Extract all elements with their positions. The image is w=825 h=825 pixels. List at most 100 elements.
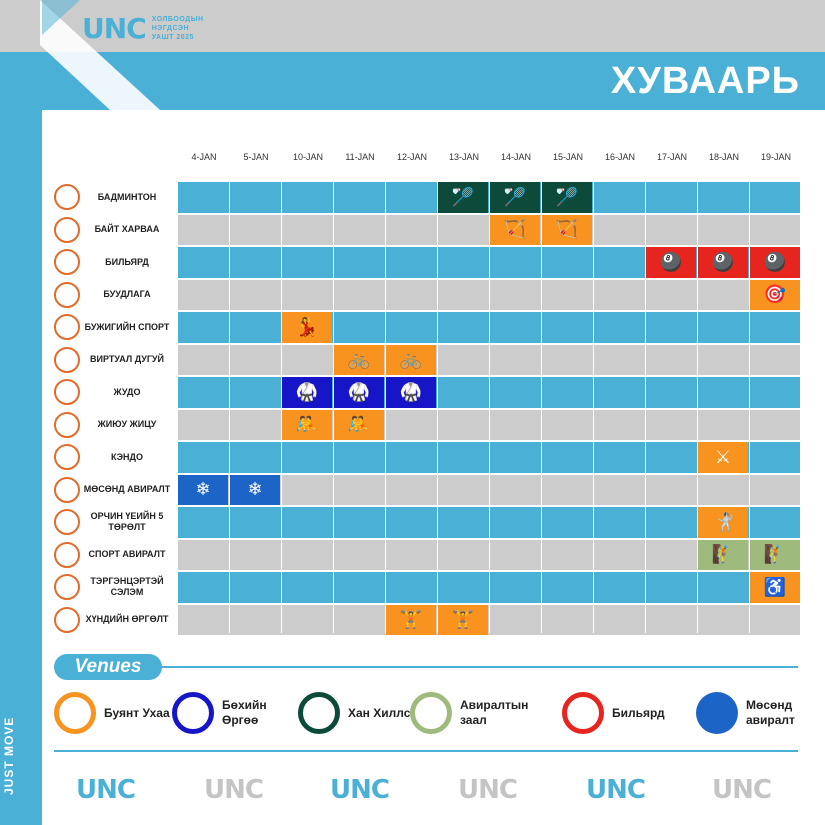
column-separator (749, 145, 750, 633)
column-separator (385, 145, 386, 633)
archery-icon: 🏹 (490, 214, 540, 245)
federation-logo-icon (54, 184, 80, 211)
federation-logo-icon (54, 476, 80, 503)
venue-name: Буянт Ухаа (104, 705, 170, 720)
sport-name: ОРЧИН ҮЕИЙН 5 ТӨРӨЛТ (90, 511, 164, 533)
side-slogan: JUST MOVE (2, 716, 16, 795)
ice-climb-icon: ❄ (230, 474, 280, 505)
venue-logo-icon (410, 692, 452, 734)
sport-name: СПОРТ АВИРАЛТ (88, 549, 166, 560)
date-header: 11-JAN (345, 152, 375, 162)
venue-item: Мөсөнд авиралт (696, 692, 824, 734)
venue-item: Авиралтын заал (410, 692, 538, 734)
sport-label: СПОРТ АВИРАЛТ (42, 539, 178, 570)
federation-logo-icon (54, 444, 80, 471)
sport-label: БУЖИГИЙН СПОРТ (42, 312, 178, 343)
billiard-icon: 🎱 (646, 247, 696, 278)
sport-name: МӨСӨНД АВИРАЛТ (83, 484, 171, 495)
page-title: ХУВААРЬ (610, 60, 800, 102)
sport-label: БУУДЛАГА (42, 279, 178, 310)
badminton-icon: 🏸 (490, 182, 540, 213)
date-header: 10-JAN (292, 152, 323, 162)
federation-logo-icon (54, 379, 80, 406)
column-separator (437, 145, 438, 633)
judo-icon: 🥋 (334, 377, 384, 408)
venue-name: Бильярд (612, 705, 665, 720)
billiard-icon: 🎱 (750, 247, 800, 278)
date-header: 12-JAN (396, 152, 427, 162)
pentathlon-icon: 🤺 (698, 507, 748, 538)
column-separator (489, 145, 490, 633)
column-separator (541, 145, 542, 633)
date-header: 4-JAN (191, 152, 217, 162)
venues-divider (162, 666, 798, 668)
venue-logo-icon (696, 692, 738, 734)
logo-tagline: ХОЛБООДЫН НЭГДСЭН УАШТ 2025 (151, 16, 204, 41)
archery-icon: 🏹 (542, 214, 592, 245)
federation-logo-icon (54, 574, 80, 601)
unc-logo: UNC (712, 775, 772, 805)
sport-name: ВИРТУАЛ ДУГУЙ (90, 354, 164, 365)
unc-logo: UNC (458, 775, 518, 805)
venue-logo-icon (54, 692, 96, 734)
federation-logo-icon (54, 314, 80, 341)
wheelchair-fencing-icon: ♿ (750, 572, 800, 603)
venue-name: Авиралтын заал (460, 698, 529, 727)
sport-label: БАЙТ ХАРВАА (42, 214, 178, 245)
sport-label: КЭНДО (42, 442, 178, 473)
left-accent-bar (0, 110, 42, 825)
sport-name: БИЛЬЯРД (105, 256, 149, 267)
weightlifting-icon: 🏋 (386, 604, 436, 635)
sport-label: ТЭРГЭНЦЭРТЭЙ СЭЛЭМ (42, 572, 178, 603)
unc-logo: UNC (82, 12, 147, 45)
federation-logo-icon (54, 541, 80, 568)
sport-label: БАДМИНТОН (42, 182, 178, 213)
federation-logo-icon (54, 281, 80, 308)
sport-label: ХҮНДИЙН ӨРГӨЛТ (42, 604, 178, 635)
venue-item: Буянт Ухаа (54, 692, 170, 734)
sport-name: КЭНДО (111, 451, 143, 462)
climb-icon: 🧗 (750, 539, 800, 570)
date-header: 15-JAN (552, 152, 583, 162)
date-header: 19-JAN (760, 152, 791, 162)
shooting-icon: 🎯 (750, 279, 800, 310)
federation-logo-icon (54, 346, 80, 373)
sport-name: БАЙТ ХАРВАА (94, 224, 160, 235)
venues-heading: Venues (54, 654, 162, 680)
kendo-icon: ⚔ (698, 442, 748, 473)
column-separator (697, 145, 698, 633)
unc-logo: UNC (76, 775, 136, 805)
venue-logo-icon (562, 692, 604, 734)
climb-icon: 🧗 (698, 539, 748, 570)
date-header: 5-JAN (243, 152, 269, 162)
badminton-icon: 🏸 (438, 182, 488, 213)
dance-icon: 💃 (282, 312, 332, 343)
sport-name: ЖУДО (113, 386, 141, 397)
sport-name: ЖИЮУ ЖИЦУ (97, 419, 157, 430)
column-separator (801, 145, 802, 633)
column-separator (177, 145, 178, 633)
venue-item: Бильярд (562, 692, 665, 734)
venue-logo-icon (298, 692, 340, 734)
federation-logo-icon (54, 249, 80, 276)
federation-logo-icon (54, 216, 80, 243)
sport-name: ТЭРГЭНЦЭРТЭЙ СЭЛЭМ (90, 576, 164, 598)
date-header: 18-JAN (708, 152, 739, 162)
date-header: 17-JAN (656, 152, 687, 162)
weightlifting-icon: 🏋 (438, 604, 488, 635)
sport-name: БАДМИНТОН (97, 191, 157, 202)
sport-label: БИЛЬЯРД (42, 247, 178, 278)
venue-name: Мөсөнд авиралт (746, 698, 795, 727)
column-separator (333, 145, 334, 633)
date-header: 13-JAN (448, 152, 479, 162)
header-logo: UNC ХОЛБООДЫН НЭГДСЭН УАШТ 2025 (82, 12, 204, 45)
sport-label: ВИРТУАЛ ДУГУЙ (42, 344, 178, 375)
federation-logo-icon (54, 509, 80, 536)
judo-icon: 🥋 (386, 377, 436, 408)
header-diagonal-shape (40, 0, 160, 110)
sport-name: ХҮНДИЙН ӨРГӨЛТ (85, 614, 169, 625)
sport-label: ЖИЮУ ЖИЦУ (42, 409, 178, 440)
federation-logo-icon (54, 606, 80, 633)
sport-label: ОРЧИН ҮЕИЙН 5 ТӨРӨЛТ (42, 507, 178, 538)
venue-item: Бөхийн Өргөө (172, 692, 300, 734)
